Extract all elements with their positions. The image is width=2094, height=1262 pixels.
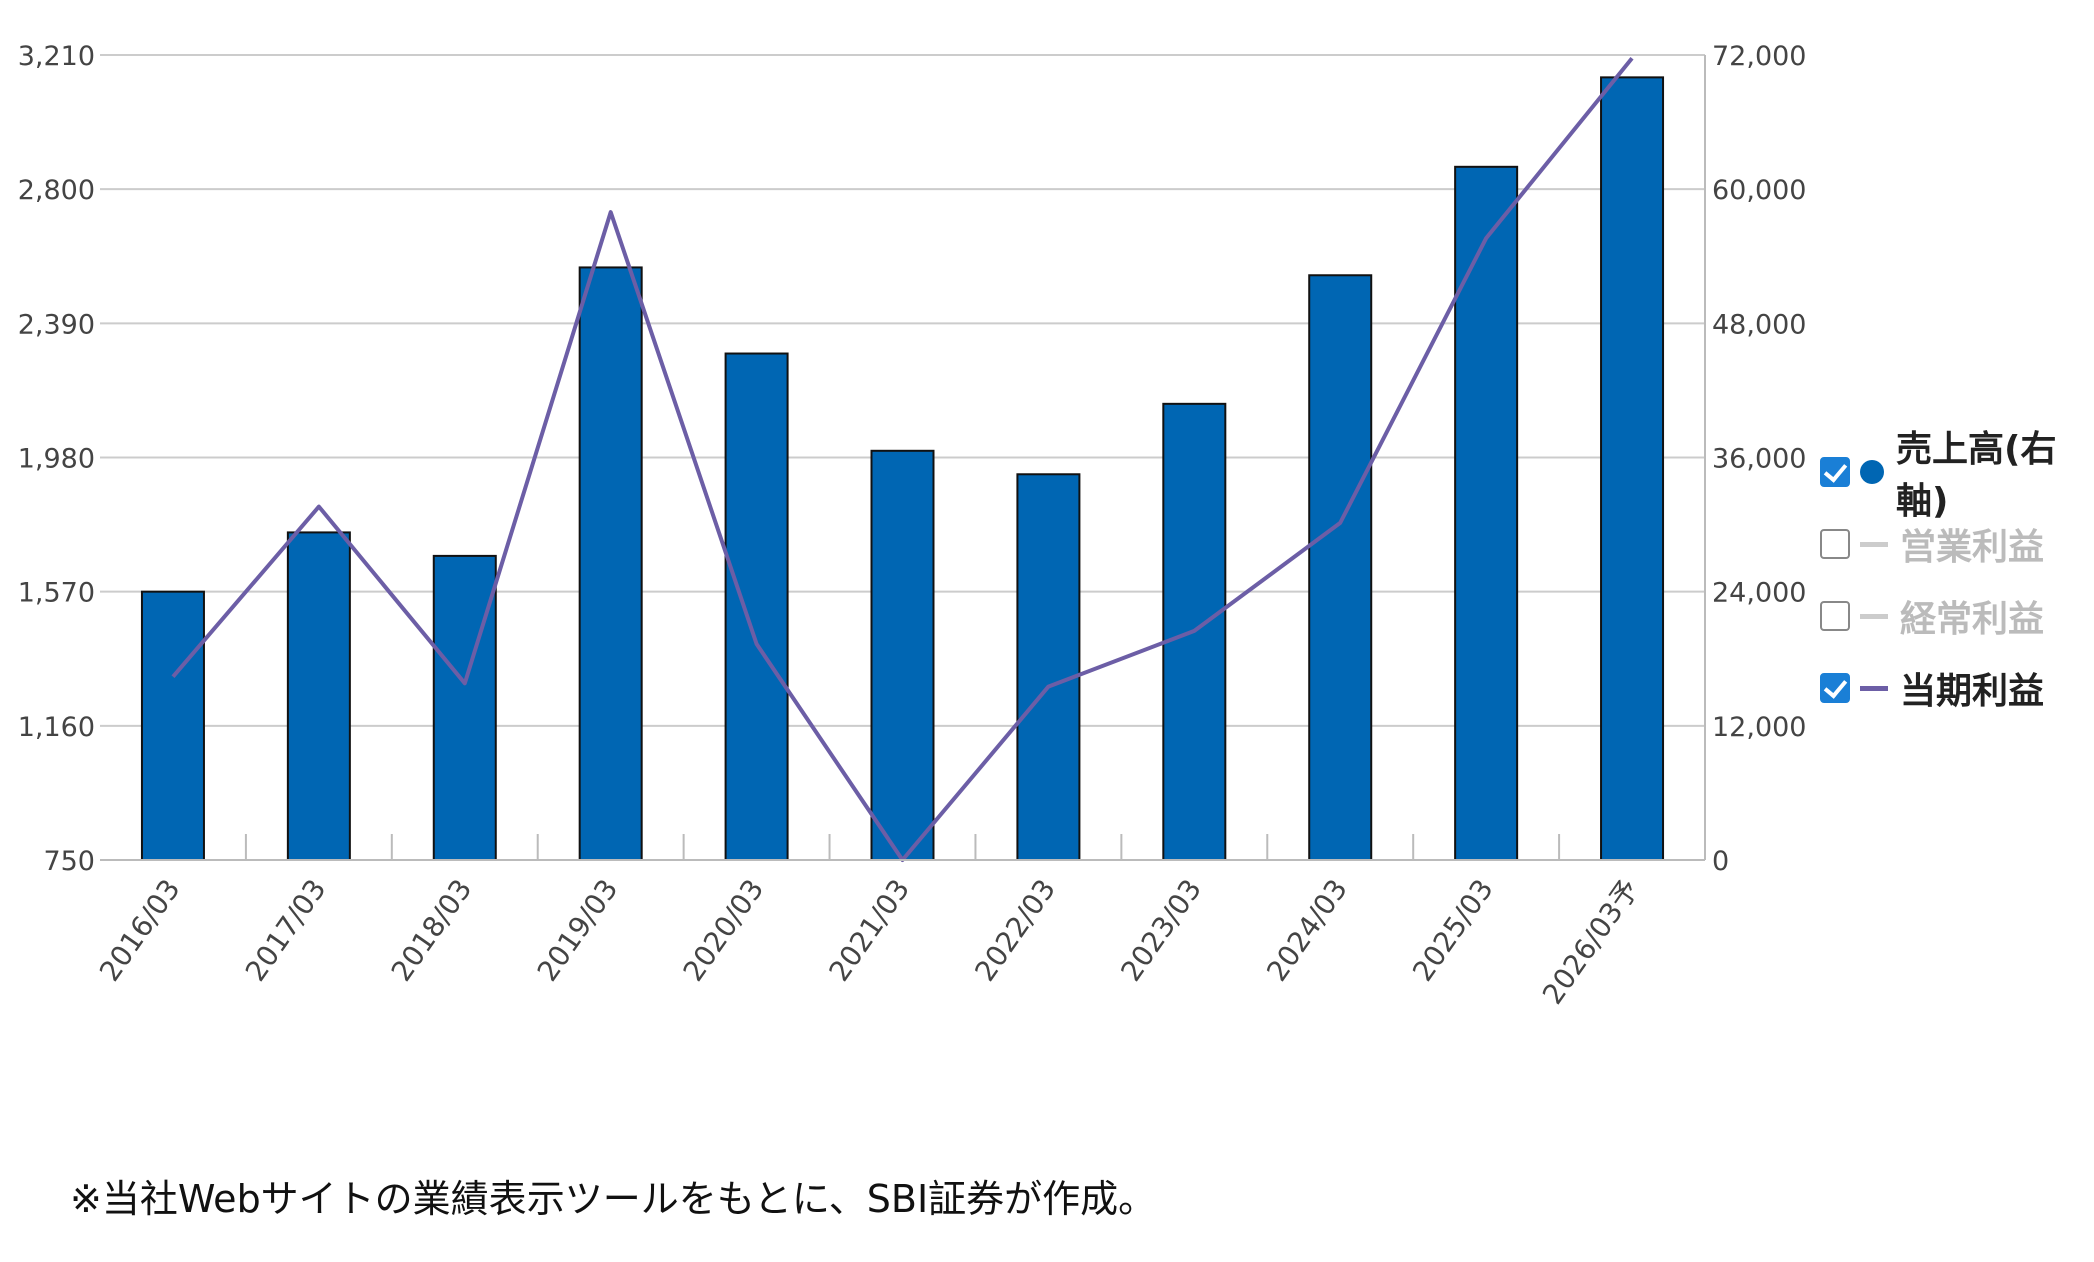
left-axis-tick-label: 750 xyxy=(43,846,95,877)
bar xyxy=(870,449,935,861)
axes xyxy=(100,55,1706,861)
legend-item-sales[interactable]: 売上高(右軸) xyxy=(1820,429,2090,522)
x-axis-tick-label: 2018/03 xyxy=(385,873,479,987)
right-axis-tick-label: 36,000 xyxy=(1712,444,1806,475)
x-axis-tick-label: 2017/03 xyxy=(239,873,333,987)
bar xyxy=(140,590,205,862)
dot-marker-icon xyxy=(1860,460,1884,484)
bar xyxy=(1308,274,1373,861)
checkbox-unchecked-icon[interactable] xyxy=(1820,601,1850,631)
x-axis-ticks: 2016/03 2017/03 2018/03 2019/03 2020/03 2021/… xyxy=(93,873,1646,1010)
x-axis-tick-label: 2022/03 xyxy=(968,873,1062,987)
left-axis-tick-label: 3,210 xyxy=(18,41,95,72)
left-axis-tick-label: 1,160 xyxy=(18,712,95,743)
left-axis-tick-label: 1,980 xyxy=(18,444,95,475)
legend: 売上高(右軸) 営業利益 経常利益 当期利益 xyxy=(1820,429,2090,724)
bar xyxy=(1454,165,1519,862)
line-marker-icon xyxy=(1860,541,1888,547)
bar xyxy=(286,531,351,861)
bar xyxy=(578,266,643,861)
x-axis-tick-label: 2019/03 xyxy=(531,873,625,987)
line-marker-icon xyxy=(1860,685,1888,691)
x-axis-tick-label: 2023/03 xyxy=(1114,873,1208,987)
line-marker-icon xyxy=(1860,613,1888,619)
x-axis-tick-label: 2026/03予 xyxy=(1536,873,1646,1010)
x-axis-tick-label: 2020/03 xyxy=(677,873,771,987)
legend-label: 当期利益 xyxy=(1900,671,2045,712)
right-axis-tick-label: 48,000 xyxy=(1712,309,1806,340)
checkbox-checked-icon[interactable] xyxy=(1820,457,1850,487)
x-axis-tick-label: 2025/03 xyxy=(1406,873,1500,987)
right-axis-ticks: 72,000 60,000 48,000 36,000 24,000 12,000 0 xyxy=(1712,41,1806,877)
legend-item-net-income[interactable]: 当期利益 xyxy=(1820,652,2090,724)
right-axis-tick-label: 72,000 xyxy=(1712,41,1806,72)
right-axis-tick-label: 12,000 xyxy=(1712,712,1806,743)
left-axis-tick-label: 2,800 xyxy=(18,175,95,206)
right-axis-tick-label: 60,000 xyxy=(1712,175,1806,206)
bar-series-sales xyxy=(140,76,1665,862)
checkbox-unchecked-icon[interactable] xyxy=(1820,529,1850,559)
left-axis-tick-label: 2,390 xyxy=(18,309,95,340)
legend-label: 売上高(右軸) xyxy=(1896,429,2057,522)
x-axis-tick-label: 2016/03 xyxy=(93,873,187,987)
bar xyxy=(1600,76,1665,862)
checkbox-checked-icon[interactable] xyxy=(1820,673,1850,703)
bar xyxy=(724,352,789,861)
legend-item-operating-income[interactable]: 営業利益 xyxy=(1820,508,2090,580)
right-axis-tick-label: 0 xyxy=(1712,846,1729,877)
left-axis-ticks: 3,210 2,800 2,390 1,980 1,570 1,160 750 xyxy=(18,41,95,877)
right-axis-tick-label: 24,000 xyxy=(1712,578,1806,609)
footnote: ※当社Webサイトの業績表示ツールをもとに、SBI証券が作成。 xyxy=(70,1177,1157,1221)
bar xyxy=(1016,473,1081,861)
x-axis-tick-label: 2024/03 xyxy=(1260,873,1354,987)
legend-label: 経常利益 xyxy=(1900,599,2045,640)
left-axis-tick-label: 1,570 xyxy=(18,578,95,609)
bar xyxy=(432,554,497,862)
legend-label: 営業利益 xyxy=(1900,527,2045,568)
x-axis-tick-label: 2021/03 xyxy=(822,873,916,987)
legend-item-ordinary-income[interactable]: 経常利益 xyxy=(1820,580,2090,652)
